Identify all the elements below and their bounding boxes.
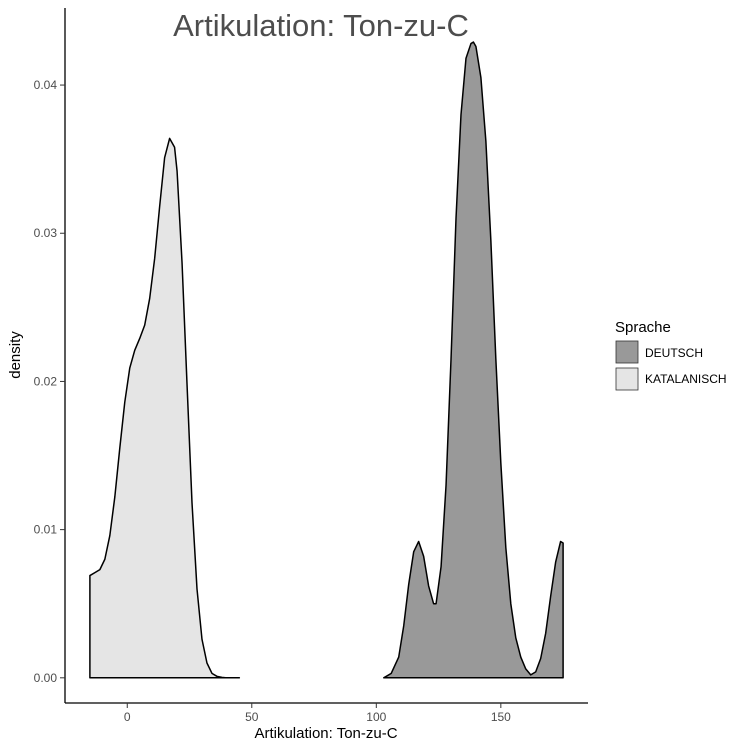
legend-title: Sprache (615, 319, 671, 336)
x-axis-title: Artikulation: Ton-zu-C (254, 725, 397, 742)
y-tick-label: 0.01 (34, 523, 58, 537)
density-areas (89, 41, 564, 679)
axes: 0 50 100 150 0.00 0.01 0.02 0.03 0.04 (34, 8, 588, 724)
x-tick-label: 100 (366, 710, 386, 724)
x-tick-label: 150 (491, 710, 511, 724)
y-tick-label: 0.00 (34, 671, 58, 685)
y-tick-label: 0.02 (34, 374, 58, 388)
x-axis-ticks: 0 50 100 150 (124, 703, 511, 724)
legend-label-katalanisch: KATALANISCH (645, 372, 727, 386)
density-area-deutsch (383, 41, 564, 679)
legend: Sprache DEUTSCH KATALANISCH (615, 319, 727, 391)
y-axis-title: density (7, 331, 24, 379)
y-axis-ticks: 0.00 0.01 0.02 0.03 0.04 (34, 78, 65, 685)
x-tick-label: 0 (124, 710, 131, 724)
legend-key-deutsch (615, 340, 639, 364)
y-tick-label: 0.04 (34, 78, 58, 92)
density-area-katalanisch (89, 137, 241, 679)
y-tick-label: 0.03 (34, 226, 58, 240)
chart-title: Artikulation: Ton-zu-C (173, 8, 469, 43)
x-tick-label: 50 (245, 710, 259, 724)
legend-key-katalanisch (615, 367, 639, 391)
legend-label-deutsch: DEUTSCH (645, 346, 703, 360)
